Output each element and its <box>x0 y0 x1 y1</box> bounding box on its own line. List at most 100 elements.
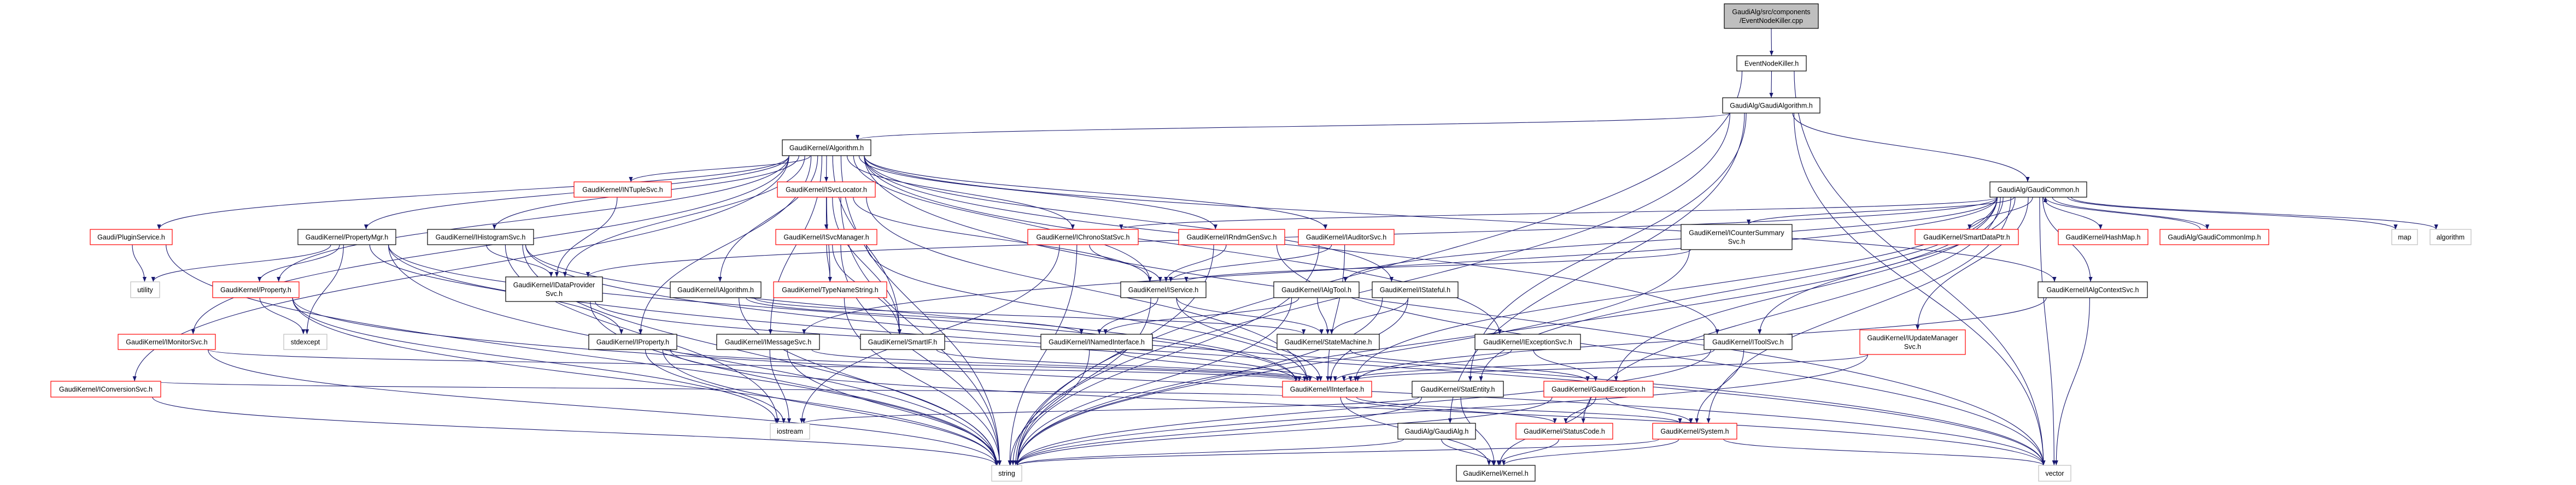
edge-statentity-to-string <box>1015 397 1422 466</box>
node-gexc[interactable]: GaudiKernel/GaudiException.h <box>1543 381 1654 398</box>
node-box <box>770 423 810 440</box>
node-ntuple[interactable]: GaudiKernel/INTupleSvc.h <box>573 181 672 198</box>
node-label: GaudiKernel/Algorithm.h <box>789 144 864 152</box>
node-plugin[interactable]: Gaudi/PluginService.h <box>90 229 173 245</box>
edge-plugin-to-utility <box>132 244 147 282</box>
node-label: GaudiKernel/TypeNameString.h <box>782 286 879 294</box>
node-label: GaudiKernel/IToolSvc.h <box>1712 339 1784 346</box>
edge-system-to-vector <box>1723 439 2046 466</box>
node-label: map <box>2398 234 2411 241</box>
node-statemach[interactable]: GaudiKernel/StateMachine.h <box>1277 334 1380 350</box>
node-iservice[interactable]: GaudiKernel/IService.h <box>1120 281 1207 298</box>
node-excsvc[interactable]: GaudiKernel/IExceptionSvc.h <box>1474 334 1581 350</box>
node-propmgr[interactable]: GaudiKernel/PropertyMgr.h <box>297 229 396 245</box>
node-label: EventNodeKiller.h <box>1744 60 1799 68</box>
node-label: GaudiKernel/IChronoStatSvc.h <box>1037 234 1130 241</box>
edge-propmgr-to-iproperty <box>369 244 624 335</box>
node-gaudialg[interactable]: GaudiAlg/GaudiAlg.h <box>1397 423 1476 440</box>
node-rndm[interactable]: GaudiKernel/IRndmGenSvc.h <box>1178 229 1285 245</box>
edge-gcommon-to-ialgtool <box>1343 197 1998 282</box>
node-statuscode[interactable]: GaudiKernel/StatusCode.h <box>1515 423 1613 440</box>
edge-algo-to-ialgo <box>718 155 818 282</box>
edge-auditor-to-string <box>1015 244 1320 466</box>
node-box <box>1282 381 1372 398</box>
edge-counter-to-string <box>1015 249 1690 466</box>
node-iproperty[interactable]: GaudiKernel/IProperty.h <box>588 334 677 350</box>
edge-galgo-to-vector <box>1793 113 2046 466</box>
node-histo[interactable]: GaudiKernel/IHistogramSvc.h <box>427 229 534 245</box>
edge-iproperty-to-vector <box>670 349 2046 466</box>
edge-named-to-iinterface <box>1115 349 1320 382</box>
edge-system-to-kernel <box>1502 439 1679 466</box>
node-label: GaudiKernel/SmartIF.h <box>868 339 937 346</box>
node-istateful[interactable]: GaudiKernel/IStateful.h <box>1372 281 1459 298</box>
edge-svcmgr-to-typename <box>826 244 832 282</box>
node-gcimp[interactable]: GaudiAlg/GaudiCommonImp.h <box>2159 229 2269 245</box>
node-conv[interactable]: GaudiKernel/IConversionSvc.h <box>50 381 161 398</box>
node-statentity[interactable]: GaudiKernel/StatEntity.h <box>1412 381 1504 398</box>
node-algo[interactable]: GaudiKernel/Algorithm.h <box>782 139 871 156</box>
node-chrono[interactable]: GaudiKernel/IChronoStatSvc.h <box>1027 229 1139 245</box>
edge-gcommon-to-vector <box>2039 197 2056 466</box>
edge-algo-to-auditor <box>864 155 1327 230</box>
edge-propmgr-to-stdexcept <box>305 244 344 335</box>
edge-gaudialg-to-kernel <box>1441 439 1496 466</box>
edge-gaudialg-to-string <box>1015 439 1404 466</box>
edge-chrono-to-string <box>1008 244 1078 466</box>
node-toolsvc[interactable]: GaudiKernel/IToolSvc.h <box>1703 334 1793 350</box>
edge-statentity-to-iostream <box>802 397 1420 424</box>
node-named[interactable]: GaudiKernel/INamedInterface.h <box>1040 334 1153 350</box>
node-property[interactable]: GaudiKernel/Property.h <box>212 281 300 298</box>
node-label: GaudiKernel/IUpdateManager <box>1867 334 1958 342</box>
node-label: vector <box>2045 470 2064 477</box>
edge-iproperty-to-iostream <box>645 349 786 424</box>
node-label: iostream <box>777 428 803 435</box>
edge-chrono-to-iservice <box>1089 244 1162 282</box>
node-box <box>1474 334 1581 350</box>
node-map: map <box>2391 229 2418 245</box>
node-root[interactable]: GaudiAlg/src/components/EventNodeKiller.… <box>1724 3 1819 29</box>
node-kernel[interactable]: GaudiKernel/Kernel.h <box>1456 465 1536 482</box>
node-ialgo[interactable]: GaudiKernel/IAlgorithm.h <box>670 281 762 298</box>
edge-gexc-to-statuscode <box>1564 397 1596 424</box>
node-label: GaudiKernel/IRndmGenSvc.h <box>1187 234 1277 241</box>
node-msgsvc[interactable]: GaudiKernel/IMessageSvc.h <box>716 334 820 350</box>
edge-ialgo-to-named <box>746 297 1084 335</box>
edge-rndm-to-iservice <box>1164 244 1227 282</box>
node-smartdp[interactable]: GaudiKernel/SmartDataPtr.h <box>1915 229 2019 245</box>
node-box <box>860 334 945 350</box>
node-enk[interactable]: EventNodeKiller.h <box>1736 55 1807 72</box>
node-label: algorithm <box>2437 234 2464 241</box>
node-box <box>1412 381 1504 398</box>
node-svcmgr[interactable]: GaudiKernel/ISvcManager.h <box>775 229 877 245</box>
node-monitor[interactable]: GaudiKernel/IMonitorSvc.h <box>118 334 216 350</box>
node-box <box>1120 281 1207 298</box>
edge-algo-to-iservice <box>853 155 1152 282</box>
node-label: GaudiKernel/IMonitorSvc.h <box>126 339 207 346</box>
node-box <box>90 229 173 245</box>
node-algctx[interactable]: GaudiKernel/IAlgContextSvc.h <box>2038 281 2148 298</box>
node-ialgtool[interactable]: GaudiKernel/IAlgTool.h <box>1273 281 1360 298</box>
node-svcloc[interactable]: GaudiKernel/ISvcLocator.h <box>777 181 876 198</box>
edge-galgo-to-gcommon <box>1792 113 2030 182</box>
node-box <box>775 229 877 245</box>
node-smartif[interactable]: GaudiKernel/SmartIF.h <box>860 334 945 350</box>
node-label: GaudiKernel/IMessageSvc.h <box>725 339 811 346</box>
node-box <box>1456 465 1536 482</box>
node-auditor[interactable]: GaudiKernel/IAuditorSvc.h <box>1298 229 1395 245</box>
node-hashmap[interactable]: GaudiKernel/HashMap.h <box>2058 229 2148 245</box>
node-box <box>283 334 327 350</box>
node-iinterface[interactable]: GaudiKernel/IInterface.h <box>1282 381 1372 398</box>
node-label: GaudiKernel/ISvcLocator.h <box>786 186 867 194</box>
node-label: GaudiKernel/Kernel.h <box>1463 470 1529 477</box>
edge-excsvc-to-iinterface <box>1333 349 1512 382</box>
edge-gcommon-to-msgsvc <box>802 197 1998 335</box>
edge-iservice-to-named <box>1097 297 1158 335</box>
node-gcommon[interactable]: GaudiAlg/GaudiCommon.h <box>1989 181 2087 198</box>
node-typename[interactable]: GaudiKernel/TypeNameString.h <box>773 281 887 298</box>
node-galgo[interactable]: GaudiAlg/GaudiAlgorithm.h <box>1722 97 1820 114</box>
node-system[interactable]: GaudiKernel/System.h <box>1652 423 1737 440</box>
